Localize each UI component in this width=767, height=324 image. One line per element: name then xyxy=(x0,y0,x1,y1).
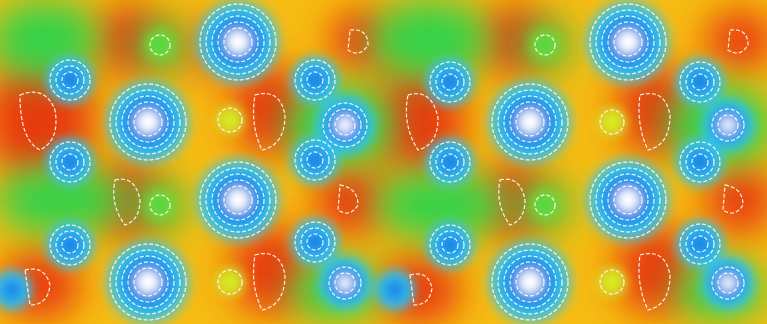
point-rings xyxy=(49,34,721,295)
contour-lines xyxy=(19,3,749,321)
trough-outlines xyxy=(19,29,749,311)
peak-rings xyxy=(109,3,745,321)
